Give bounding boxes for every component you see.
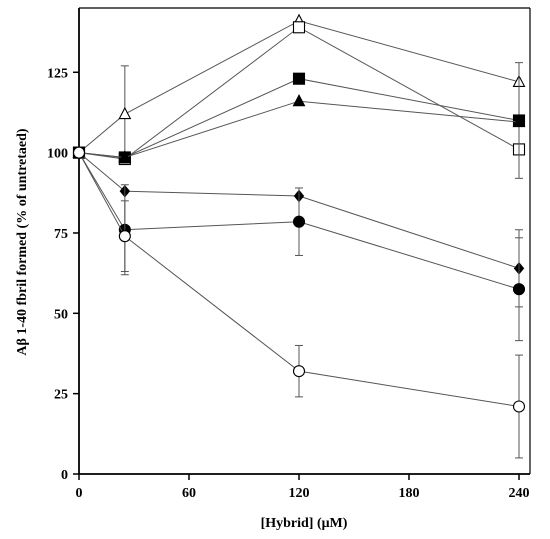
data-point [512,114,526,128]
series-line [78,152,520,290]
x-tick-label: 180 [399,486,420,501]
tick-labels: 0 60 120 180 240 0 25 50 75 100 125 [47,66,530,501]
y-tick-label: 25 [54,388,68,403]
x-axis-title: [Hybrid] (μM) [261,516,348,531]
data-point [292,94,306,107]
data-point [292,72,306,85]
x-tick-label: 0 [76,486,83,501]
series [72,13,526,163]
data-point [72,146,86,159]
data-point [512,400,526,413]
data-point [292,215,306,228]
series-line [78,26,520,160]
series-line [78,152,520,269]
data-point [292,21,306,34]
y-tick-label: 0 [61,468,68,483]
y-tick-label: 100 [47,147,68,162]
y-axis-title: Aβ 1-40 fbril formed (% of untretaed) [15,128,30,356]
series-layer [72,13,526,459]
data-point [118,106,132,120]
series [72,62,526,179]
x-tick-label: 120 [289,486,310,501]
y-tick-label: 125 [47,66,68,81]
data-point [292,365,306,378]
series [72,146,526,342]
series-line [78,78,520,158]
data-point [118,230,131,243]
series [72,21,526,166]
series-line [78,20,520,154]
y-tick-label: 50 [54,307,68,322]
plot-frame [78,7,531,475]
x-tick-label: 60 [182,486,196,501]
y-tick-label: 75 [54,227,68,242]
data-point [118,150,132,163]
series-line [78,152,520,408]
ticks [73,71,520,480]
series [72,146,526,459]
data-point [512,283,526,296]
x-tick-label: 240 [509,486,530,501]
series-line [78,100,520,158]
